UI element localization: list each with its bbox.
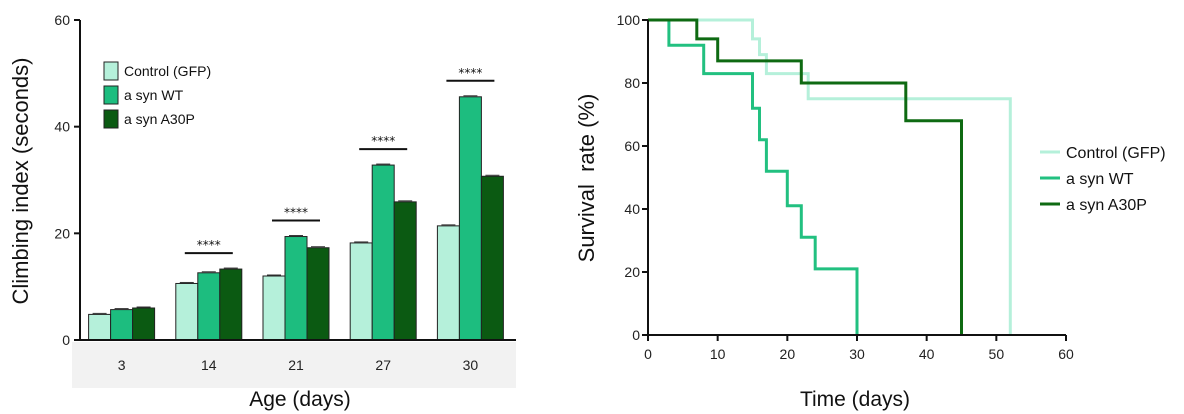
legend-label: a syn WT xyxy=(124,87,184,103)
bar-a-syn-wt-30 xyxy=(458,96,482,341)
legend-swatch xyxy=(103,85,119,105)
y-tick-label: 60 xyxy=(54,12,70,28)
bar-chart-x-axis-title: Age (days) xyxy=(249,388,351,411)
bar-a-syn-wt-21 xyxy=(284,236,308,341)
legend-swatch xyxy=(103,61,119,81)
bar-control-gfp-14 xyxy=(175,282,199,341)
significance-label: **** xyxy=(458,66,482,80)
survival-chart-panel: 0 20 40 60 80 100 0 10 20 30 40 50 60 Survival rate… xyxy=(574,12,1166,411)
significance-label: **** xyxy=(197,238,221,252)
legend-label: Control (GFP) xyxy=(1066,145,1166,162)
x-tick-label: 0 xyxy=(644,346,652,362)
significance-label: **** xyxy=(284,206,308,220)
legend-label: Control (GFP) xyxy=(124,63,211,79)
survival-chart-y-ticks: 0 20 40 60 80 100 xyxy=(617,12,648,343)
survival-chart-lines xyxy=(648,18,1012,335)
bar-control-gfp-30 xyxy=(436,225,460,341)
bar-chart-y-axis-title: Climbing index (seconds) xyxy=(8,58,33,305)
bar-chart-xaxis-band xyxy=(72,342,516,388)
survival-line-a-syn-wt xyxy=(648,18,859,335)
bar-a-syn-wt-14 xyxy=(197,272,221,341)
bar-a-syn-wt-27 xyxy=(371,164,395,341)
bar-chart-panel: 0 20 40 60 3 14 21 27 30 **** **** **** **** Climb… xyxy=(8,12,516,411)
survival-chart-x-ticks: 0 10 20 30 40 50 60 xyxy=(644,335,1074,362)
survival-chart-x-axis-title: Time (days) xyxy=(800,388,910,411)
x-tick-label: 60 xyxy=(1058,346,1074,362)
y-tick-label: 40 xyxy=(54,119,70,135)
y-tick-label: 40 xyxy=(624,201,640,217)
survival-chart-y-axis-title: Survival rate (%) xyxy=(574,94,599,263)
x-tick-label: 14 xyxy=(201,357,217,373)
bar-control-gfp-3 xyxy=(88,313,112,341)
legend-label: a syn WT xyxy=(1066,171,1134,188)
y-tick-label: 20 xyxy=(624,264,640,280)
survival-chart-legend: Control (GFP) a syn WT a syn A30P xyxy=(1040,145,1166,214)
x-tick-label: 3 xyxy=(118,357,126,373)
y-tick-label: 80 xyxy=(624,75,640,91)
y-tick-label: 20 xyxy=(54,225,70,241)
x-tick-label: 20 xyxy=(780,346,796,362)
bar-a-syn-a30p-3 xyxy=(132,307,156,341)
x-tick-label: 40 xyxy=(919,346,935,362)
legend-swatch xyxy=(103,109,119,129)
significance-label: **** xyxy=(371,134,395,148)
y-tick-label: 60 xyxy=(624,138,640,154)
bar-a-syn-a30p-30 xyxy=(480,175,504,341)
x-tick-label: 50 xyxy=(989,346,1005,362)
y-tick-label: 100 xyxy=(617,12,641,28)
legend-label: a syn A30P xyxy=(1066,197,1147,214)
bar-a-syn-a30p-27 xyxy=(393,201,417,341)
x-tick-label: 30 xyxy=(849,346,865,362)
bar-a-syn-a30p-14 xyxy=(219,268,243,341)
bar-a-syn-wt-3 xyxy=(110,309,134,341)
bar-chart-y-ticks: 0 20 40 60 xyxy=(54,12,80,348)
x-tick-label: 27 xyxy=(375,357,391,373)
x-tick-label: 30 xyxy=(463,357,479,373)
bar-chart-significance: **** **** **** **** xyxy=(184,66,495,255)
bar-control-gfp-21 xyxy=(262,275,286,341)
x-tick-label: 10 xyxy=(710,346,726,362)
survival-line-a-syn-a30p xyxy=(648,18,963,335)
legend-label: a syn A30P xyxy=(124,111,195,127)
bar-chart-marks xyxy=(88,95,504,341)
bar-chart-legend: Control (GFP) a syn WT a syn A30P xyxy=(103,61,211,129)
bar-chart-x-ticks: 3 14 21 27 30 xyxy=(118,357,479,373)
y-tick-label: 0 xyxy=(632,327,640,343)
survival-line-control-gfp xyxy=(648,18,1012,335)
x-tick-label: 21 xyxy=(288,357,304,373)
y-tick-label: 0 xyxy=(62,332,70,348)
bar-a-syn-a30p-21 xyxy=(306,247,330,341)
bar-control-gfp-27 xyxy=(349,242,373,341)
